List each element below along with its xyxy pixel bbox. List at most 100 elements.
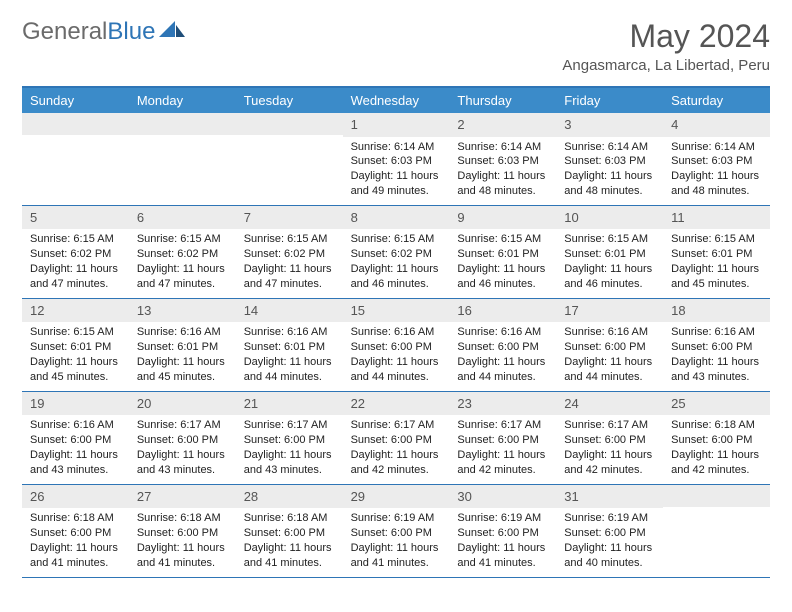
- day-number: 3: [556, 113, 663, 137]
- week-row: 19Sunrise: 6:16 AMSunset: 6:00 PMDayligh…: [22, 392, 770, 485]
- sunrise-text: Sunrise: 6:16 AM: [30, 418, 121, 433]
- page-title: May 2024: [562, 18, 770, 55]
- sunrise-text: Sunrise: 6:17 AM: [137, 418, 228, 433]
- daylight-text: and 45 minutes.: [137, 370, 228, 385]
- sunset-text: Sunset: 6:03 PM: [351, 154, 442, 169]
- day-number: 24: [556, 392, 663, 416]
- day-number: [236, 113, 343, 135]
- daylight-text: Daylight: 11 hours: [564, 169, 655, 184]
- day-number: [22, 113, 129, 135]
- day-cell: 6Sunrise: 6:15 AMSunset: 6:02 PMDaylight…: [129, 206, 236, 298]
- sunset-text: Sunset: 6:00 PM: [457, 433, 548, 448]
- day-number: 28: [236, 485, 343, 509]
- day-details: Sunrise: 6:15 AMSunset: 6:02 PMDaylight:…: [343, 229, 450, 297]
- sunrise-text: Sunrise: 6:16 AM: [351, 325, 442, 340]
- day-cell: 17Sunrise: 6:16 AMSunset: 6:00 PMDayligh…: [556, 299, 663, 391]
- day-cell: 31Sunrise: 6:19 AMSunset: 6:00 PMDayligh…: [556, 485, 663, 577]
- sunrise-text: Sunrise: 6:14 AM: [671, 140, 762, 155]
- daylight-text: Daylight: 11 hours: [137, 541, 228, 556]
- sunset-text: Sunset: 6:00 PM: [351, 340, 442, 355]
- sunset-text: Sunset: 6:00 PM: [457, 526, 548, 541]
- daylight-text: Daylight: 11 hours: [671, 355, 762, 370]
- day-number: 19: [22, 392, 129, 416]
- daylight-text: Daylight: 11 hours: [457, 355, 548, 370]
- sunrise-text: Sunrise: 6:14 AM: [457, 140, 548, 155]
- day-number: 18: [663, 299, 770, 323]
- sunrise-text: Sunrise: 6:18 AM: [244, 511, 335, 526]
- day-cell: 1Sunrise: 6:14 AMSunset: 6:03 PMDaylight…: [343, 113, 450, 205]
- daylight-text: and 43 minutes.: [137, 463, 228, 478]
- day-details: Sunrise: 6:16 AMSunset: 6:00 PMDaylight:…: [556, 322, 663, 390]
- daylight-text: and 44 minutes.: [564, 370, 655, 385]
- day-number: 1: [343, 113, 450, 137]
- day-details: Sunrise: 6:19 AMSunset: 6:00 PMDaylight:…: [449, 508, 556, 576]
- day-details: Sunrise: 6:16 AMSunset: 6:01 PMDaylight:…: [236, 322, 343, 390]
- daylight-text: Daylight: 11 hours: [30, 262, 121, 277]
- day-details: Sunrise: 6:17 AMSunset: 6:00 PMDaylight:…: [236, 415, 343, 483]
- brand-part2: Blue: [107, 18, 155, 46]
- day-number: [129, 113, 236, 135]
- daylight-text: Daylight: 11 hours: [457, 541, 548, 556]
- day-details: Sunrise: 6:17 AMSunset: 6:00 PMDaylight:…: [129, 415, 236, 483]
- brand-logo: GeneralBlue: [22, 18, 185, 46]
- daylight-text: Daylight: 11 hours: [351, 448, 442, 463]
- day-number: 29: [343, 485, 450, 509]
- day-cell: 27Sunrise: 6:18 AMSunset: 6:00 PMDayligh…: [129, 485, 236, 577]
- daylight-text: Daylight: 11 hours: [137, 262, 228, 277]
- day-cell: 25Sunrise: 6:18 AMSunset: 6:00 PMDayligh…: [663, 392, 770, 484]
- daylight-text: Daylight: 11 hours: [564, 541, 655, 556]
- day-details: Sunrise: 6:18 AMSunset: 6:00 PMDaylight:…: [129, 508, 236, 576]
- daylight-text: Daylight: 11 hours: [30, 541, 121, 556]
- daylight-text: Daylight: 11 hours: [137, 448, 228, 463]
- sunrise-text: Sunrise: 6:16 AM: [564, 325, 655, 340]
- sunset-text: Sunset: 6:00 PM: [564, 526, 655, 541]
- brand-part1: General: [22, 18, 107, 46]
- daylight-text: and 42 minutes.: [457, 463, 548, 478]
- day-cell: 18Sunrise: 6:16 AMSunset: 6:00 PMDayligh…: [663, 299, 770, 391]
- day-details: Sunrise: 6:15 AMSunset: 6:02 PMDaylight:…: [129, 229, 236, 297]
- daylight-text: Daylight: 11 hours: [351, 262, 442, 277]
- sunrise-text: Sunrise: 6:15 AM: [671, 232, 762, 247]
- sunrise-text: Sunrise: 6:17 AM: [564, 418, 655, 433]
- daylight-text: Daylight: 11 hours: [671, 448, 762, 463]
- day-number: 27: [129, 485, 236, 509]
- sunset-text: Sunset: 6:02 PM: [137, 247, 228, 262]
- day-cell: 7Sunrise: 6:15 AMSunset: 6:02 PMDaylight…: [236, 206, 343, 298]
- day-details: Sunrise: 6:14 AMSunset: 6:03 PMDaylight:…: [663, 137, 770, 205]
- day-cell: 4Sunrise: 6:14 AMSunset: 6:03 PMDaylight…: [663, 113, 770, 205]
- sunrise-text: Sunrise: 6:18 AM: [137, 511, 228, 526]
- sunset-text: Sunset: 6:01 PM: [244, 340, 335, 355]
- daylight-text: and 46 minutes.: [457, 277, 548, 292]
- daylight-text: and 45 minutes.: [30, 370, 121, 385]
- day-details: Sunrise: 6:16 AMSunset: 6:00 PMDaylight:…: [22, 415, 129, 483]
- daylight-text: Daylight: 11 hours: [457, 448, 548, 463]
- day-details: Sunrise: 6:18 AMSunset: 6:00 PMDaylight:…: [663, 415, 770, 483]
- day-details: Sunrise: 6:17 AMSunset: 6:00 PMDaylight:…: [343, 415, 450, 483]
- day-number: 21: [236, 392, 343, 416]
- day-number: [663, 485, 770, 507]
- day-number: 16: [449, 299, 556, 323]
- daylight-text: Daylight: 11 hours: [351, 355, 442, 370]
- week-row: 1Sunrise: 6:14 AMSunset: 6:03 PMDaylight…: [22, 113, 770, 206]
- daylight-text: Daylight: 11 hours: [457, 169, 548, 184]
- sunset-text: Sunset: 6:01 PM: [671, 247, 762, 262]
- day-cell: 19Sunrise: 6:16 AMSunset: 6:00 PMDayligh…: [22, 392, 129, 484]
- daylight-text: Daylight: 11 hours: [564, 448, 655, 463]
- day-header: Sunday: [22, 88, 129, 113]
- sunset-text: Sunset: 6:00 PM: [30, 433, 121, 448]
- sunset-text: Sunset: 6:00 PM: [671, 340, 762, 355]
- day-details: Sunrise: 6:17 AMSunset: 6:00 PMDaylight:…: [556, 415, 663, 483]
- day-details: Sunrise: 6:14 AMSunset: 6:03 PMDaylight:…: [556, 137, 663, 205]
- daylight-text: and 44 minutes.: [457, 370, 548, 385]
- day-details: Sunrise: 6:15 AMSunset: 6:01 PMDaylight:…: [663, 229, 770, 297]
- day-details: Sunrise: 6:19 AMSunset: 6:00 PMDaylight:…: [556, 508, 663, 576]
- daylight-text: and 41 minutes.: [244, 556, 335, 571]
- sunset-text: Sunset: 6:01 PM: [30, 340, 121, 355]
- day-header: Thursday: [449, 88, 556, 113]
- day-details: Sunrise: 6:19 AMSunset: 6:00 PMDaylight:…: [343, 508, 450, 576]
- daylight-text: Daylight: 11 hours: [137, 355, 228, 370]
- sunrise-text: Sunrise: 6:18 AM: [30, 511, 121, 526]
- sunrise-text: Sunrise: 6:15 AM: [457, 232, 548, 247]
- sunrise-text: Sunrise: 6:16 AM: [457, 325, 548, 340]
- day-number: 23: [449, 392, 556, 416]
